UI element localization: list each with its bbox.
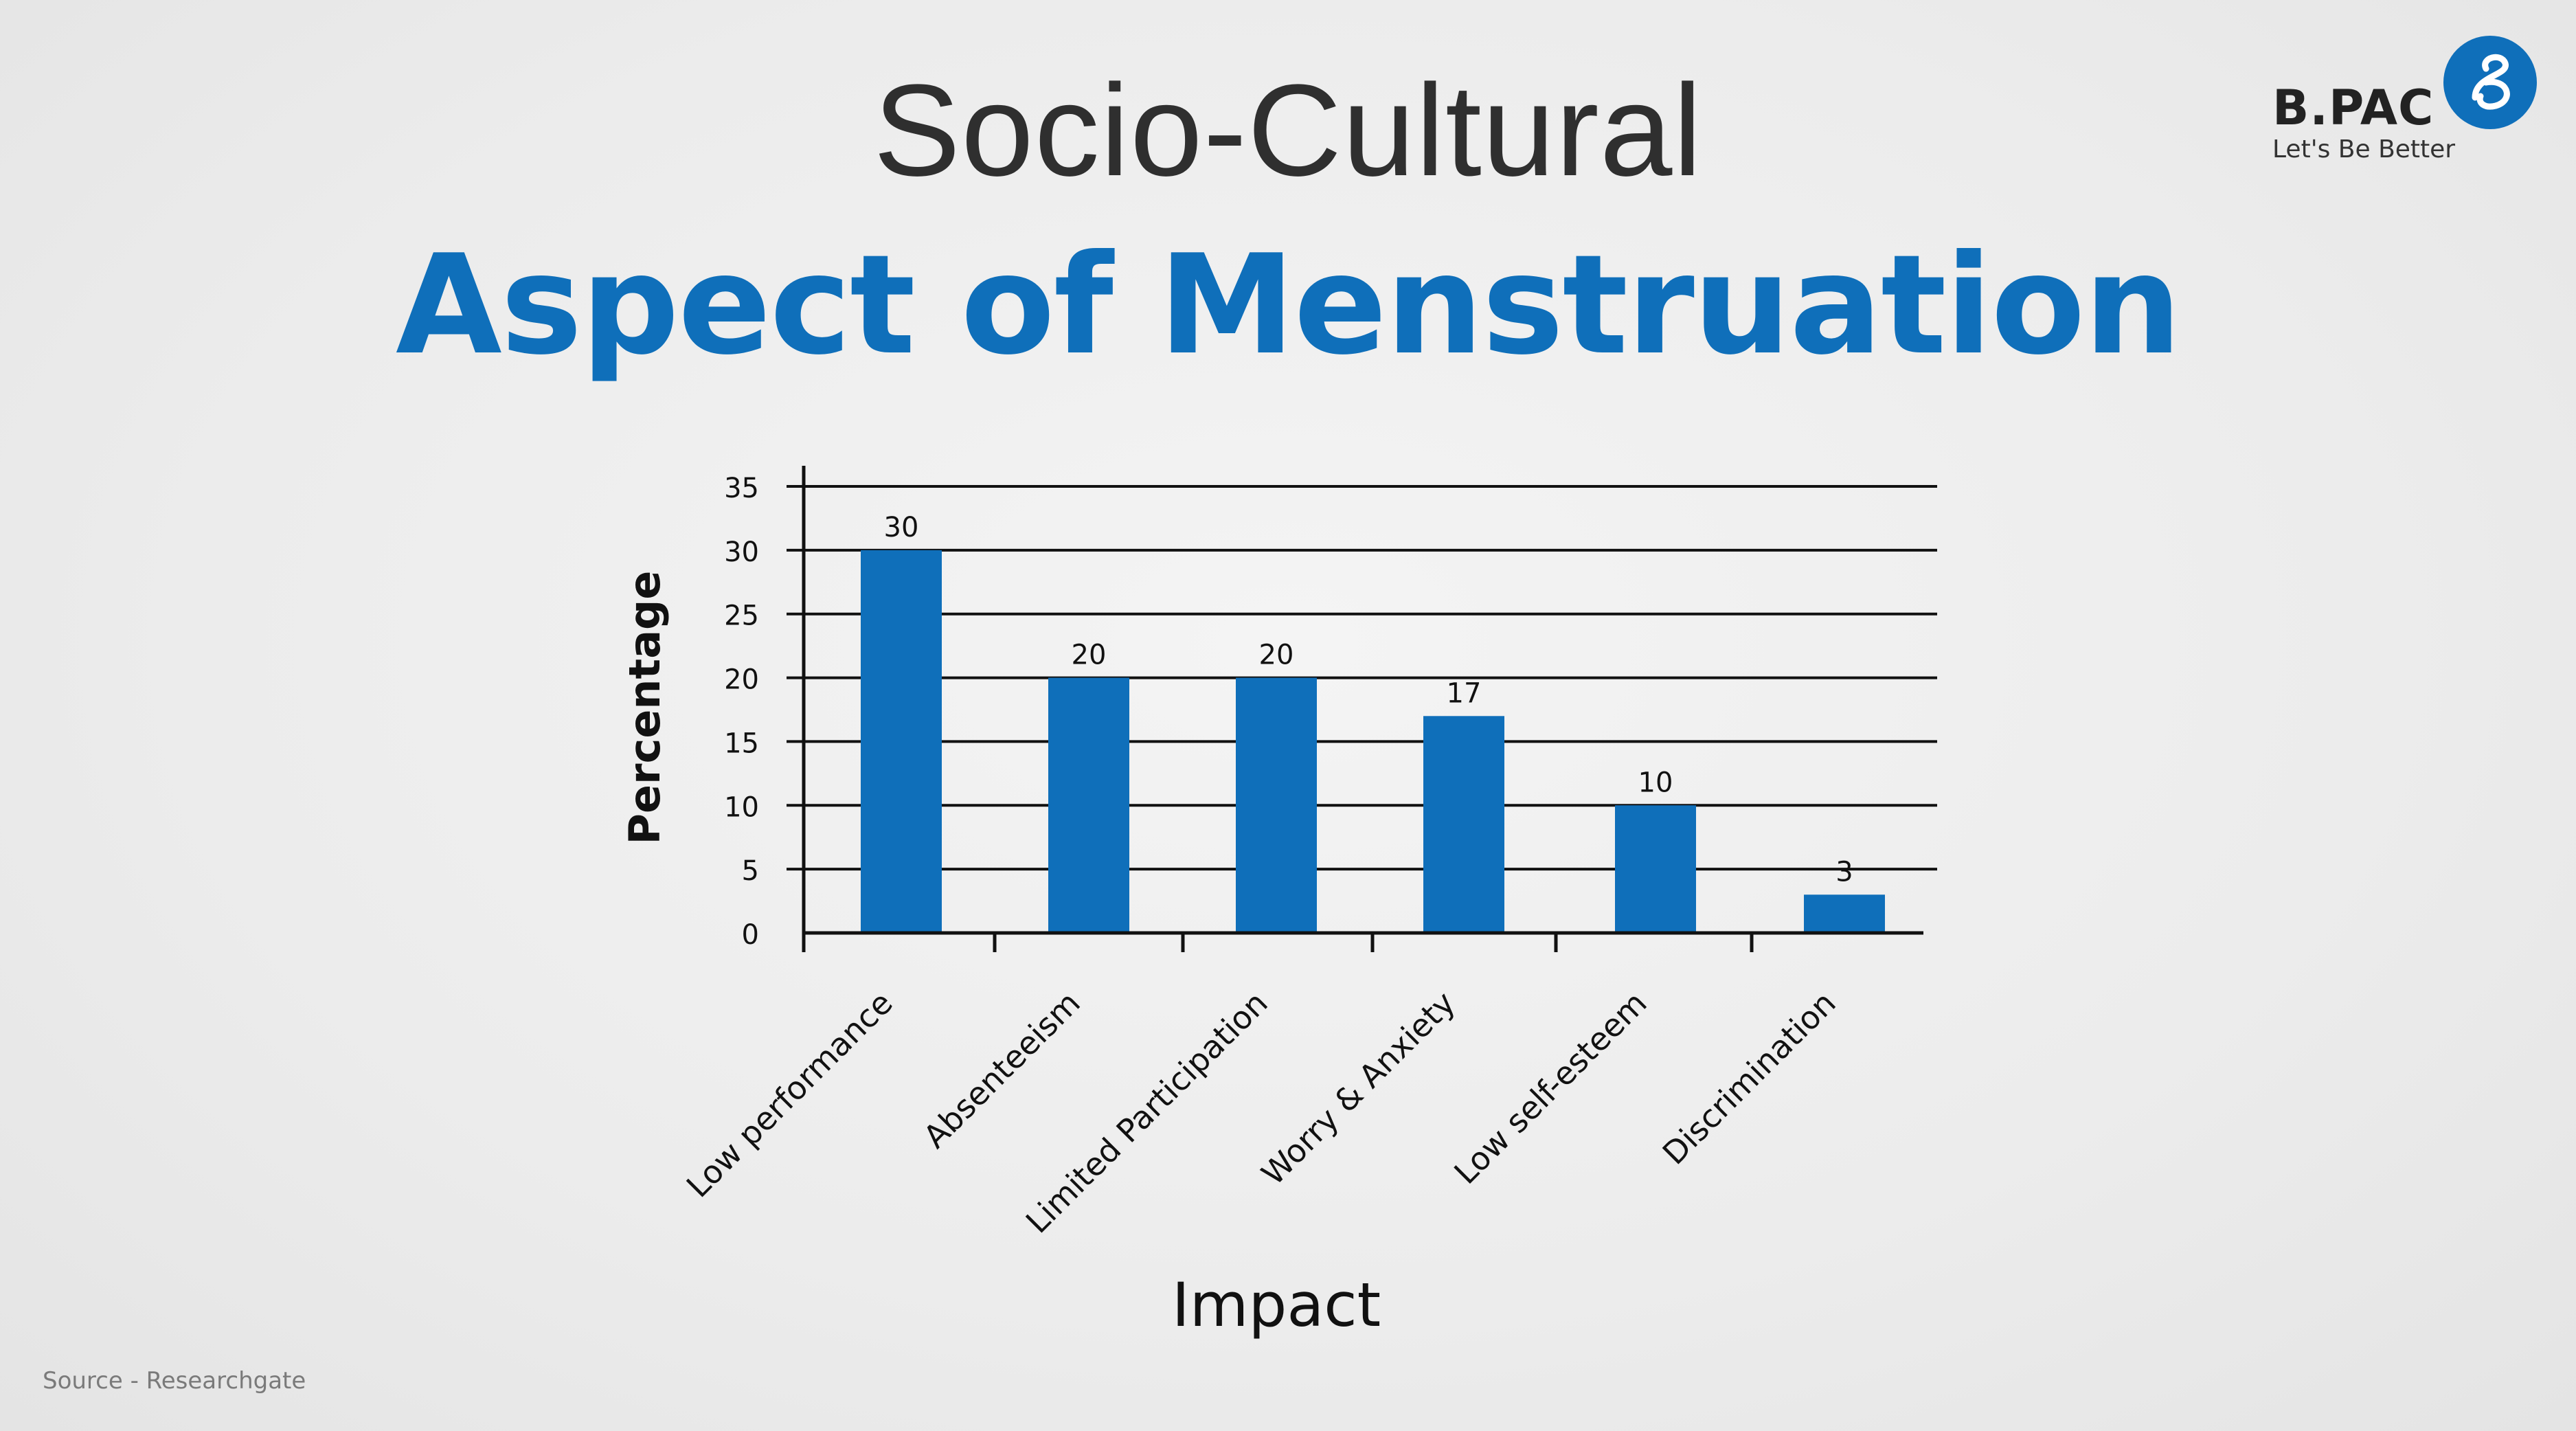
bpac-logo: B.PAC Let's Be Better <box>2267 34 2542 172</box>
logo-name: B.PAC <box>2272 80 2434 136</box>
gridlines <box>787 485 1937 871</box>
data-label: 17 <box>1447 677 1482 709</box>
bar <box>861 550 942 933</box>
page-title-line2: Aspect of Menstruation <box>395 225 2182 385</box>
y-tick-label: 20 <box>724 664 759 696</box>
data-label: 30 <box>884 512 919 543</box>
x-axis-label: Impact <box>1172 1270 1381 1340</box>
data-label: 3 <box>1835 856 1853 888</box>
data-label: 20 <box>1259 640 1294 671</box>
y-tick-label: 25 <box>724 600 759 632</box>
y-axis-label: Percentage <box>620 571 670 845</box>
page-title-line1: Socio-Cultural <box>873 58 1703 203</box>
bar <box>1804 894 1885 933</box>
x-tick-label: Worry & Anxiety <box>1254 984 1462 1193</box>
bar <box>1236 677 1317 933</box>
data-label: 20 <box>1072 640 1107 671</box>
bars <box>861 550 1885 933</box>
x-tick-label: Discrimination <box>1656 984 1843 1172</box>
axes <box>802 466 1923 952</box>
y-tick-label: 0 <box>742 919 759 951</box>
bpac-logo-icon <box>2443 36 2537 129</box>
source-note: Source - Researchgate <box>43 1367 306 1395</box>
logo-tagline: Let's Be Better <box>2272 135 2456 164</box>
x-tick-label: Low self-esteem <box>1447 984 1653 1191</box>
bar <box>1048 677 1129 933</box>
data-label: 10 <box>1638 767 1673 798</box>
y-tick-label: 15 <box>724 728 759 759</box>
y-tick-label: 5 <box>742 855 759 887</box>
x-tick-label: Absenteeism <box>916 984 1087 1156</box>
bar <box>1423 716 1504 933</box>
y-tick-label: 35 <box>724 473 759 504</box>
x-tick-label: Low performance <box>679 984 900 1205</box>
y-tick-label: 10 <box>724 791 759 823</box>
bar <box>1615 805 1696 933</box>
y-tick-label: 30 <box>724 537 759 568</box>
